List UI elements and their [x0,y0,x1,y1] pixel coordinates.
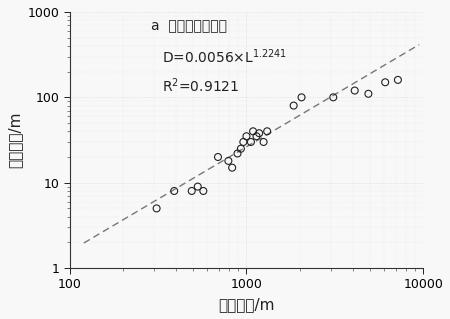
Point [194,184,201,189]
Text: a  北东向断裂系统: a 北东向断裂系统 [151,20,227,33]
Point [253,134,260,139]
X-axis label: 断层长度/m: 断层长度/m [218,297,274,312]
Point [240,139,247,145]
Point [260,139,267,145]
Point [394,77,401,82]
Text: R$^{2}$=0.9121: R$^{2}$=0.9121 [162,76,239,94]
Point [234,151,241,156]
Text: D=0.0056$\times$L$^{1.2241}$: D=0.0056$\times$L$^{1.2241}$ [162,48,287,66]
Point [264,129,271,134]
Point [200,189,207,194]
Point [153,206,160,211]
Point [298,95,305,100]
Point [225,158,232,163]
Point [351,88,358,93]
Point [237,146,244,151]
Point [243,134,250,139]
Point [256,131,263,136]
Point [330,95,337,100]
Y-axis label: 最大断距/m: 最大断距/m [7,112,22,168]
Point [365,91,372,96]
Point [249,129,256,134]
Point [188,189,195,194]
Point [214,154,221,160]
Point [382,80,389,85]
Point [248,139,255,145]
Point [229,165,236,170]
Point [290,103,297,108]
Point [171,189,178,194]
